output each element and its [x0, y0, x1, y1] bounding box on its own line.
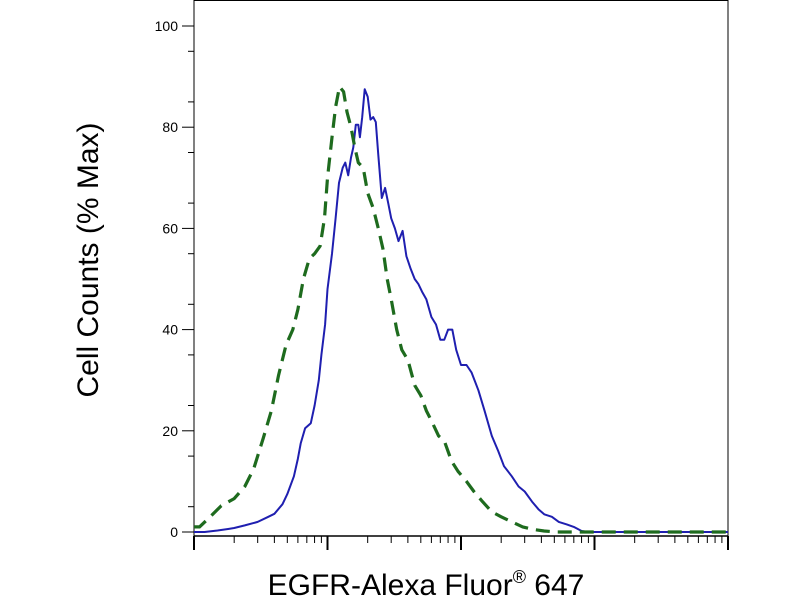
stained-sample-solid-series: [194, 88, 728, 533]
y-tick-label: 40: [162, 322, 178, 338]
x-axis-title-suffix: 647: [526, 569, 584, 600]
y-axis-title: Cell Counts (% Max): [72, 122, 105, 397]
x-axis: [193, 536, 729, 550]
series-group: [194, 85, 728, 534]
y-tick-label: 80: [162, 119, 178, 135]
y-tick-label: 100: [155, 18, 179, 34]
y-tick-label: 60: [162, 220, 178, 236]
plot-frame: [193, 0, 729, 537]
x-axis-title-registered-mark: ®: [513, 567, 526, 587]
isotype-control-dashed-series: [194, 85, 728, 534]
x-axis-title: EGFR-Alexa Fluor® 647: [268, 567, 585, 600]
x-axis-title-main: EGFR-Alexa Fluor: [268, 569, 513, 600]
y-tick-label: 20: [162, 423, 178, 439]
y-tick-label: 0: [170, 524, 178, 540]
y-axis: 0 20 40 60 80 100: [155, 18, 194, 540]
